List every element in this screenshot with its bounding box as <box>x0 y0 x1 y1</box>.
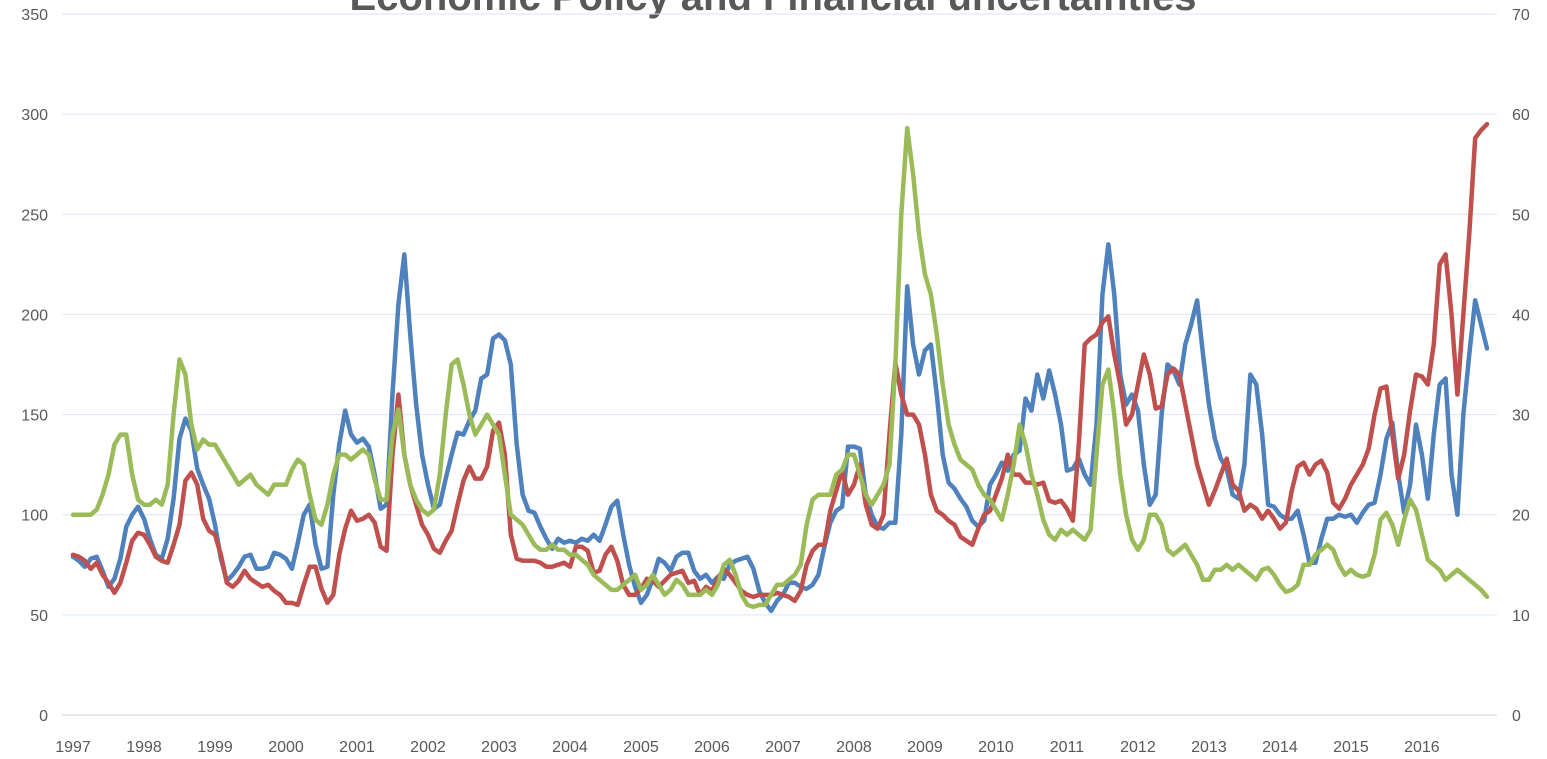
x-tick-label: 2000 <box>268 739 304 756</box>
y2-tick-label: 10 <box>1512 608 1530 625</box>
chart-title: Economic Policy and Financial uncertaint… <box>350 0 1197 19</box>
y-tick-label: 250 <box>21 207 48 224</box>
y2-tick-label: 50 <box>1512 207 1530 224</box>
y-tick-label: 200 <box>21 307 48 324</box>
y-tick-label: 50 <box>30 608 48 625</box>
x-tick-label: 2002 <box>410 739 446 756</box>
y-tick-label: 100 <box>21 508 48 525</box>
x-tick-label: 2013 <box>1191 739 1227 756</box>
x-tick-label: 2001 <box>339 739 375 756</box>
x-tick-label: 2016 <box>1404 739 1440 756</box>
y-tick-label: 0 <box>39 708 48 725</box>
y2-tick-label: 30 <box>1512 408 1530 425</box>
y2-tick-label: 20 <box>1512 508 1530 525</box>
x-tick-label: 2005 <box>623 739 659 756</box>
x-tick-label: 2010 <box>978 739 1014 756</box>
y2-tick-label: 40 <box>1512 307 1530 324</box>
x-tick-label: 1999 <box>197 739 233 756</box>
data-line <box>70 121 1490 608</box>
x-tick-label: 2015 <box>1333 739 1369 756</box>
y-tick-label: 300 <box>21 107 48 124</box>
x-tick-label: 2003 <box>481 739 517 756</box>
x-tick-label: 2008 <box>836 739 872 756</box>
y-tick-label: 350 <box>21 7 48 24</box>
y2-tick-label: 60 <box>1512 107 1530 124</box>
x-tick-label: 2009 <box>907 739 943 756</box>
x-tick-label: 2006 <box>694 739 730 756</box>
x-tick-label: 2007 <box>765 739 801 756</box>
y2-tick-label: 70 <box>1512 7 1530 24</box>
data-line <box>70 242 1490 614</box>
y2-tick-label: 0 <box>1512 708 1521 725</box>
x-tick-label: 1998 <box>126 739 162 756</box>
x-tick-label: 2012 <box>1120 739 1156 756</box>
data-line <box>70 125 1490 610</box>
y-tick-label: 150 <box>21 408 48 425</box>
x-tick-label: 2011 <box>1050 739 1085 756</box>
x-tick-label: 2014 <box>1262 739 1298 756</box>
x-tick-label: 2004 <box>552 739 588 756</box>
x-tick-label: 1997 <box>55 739 91 756</box>
